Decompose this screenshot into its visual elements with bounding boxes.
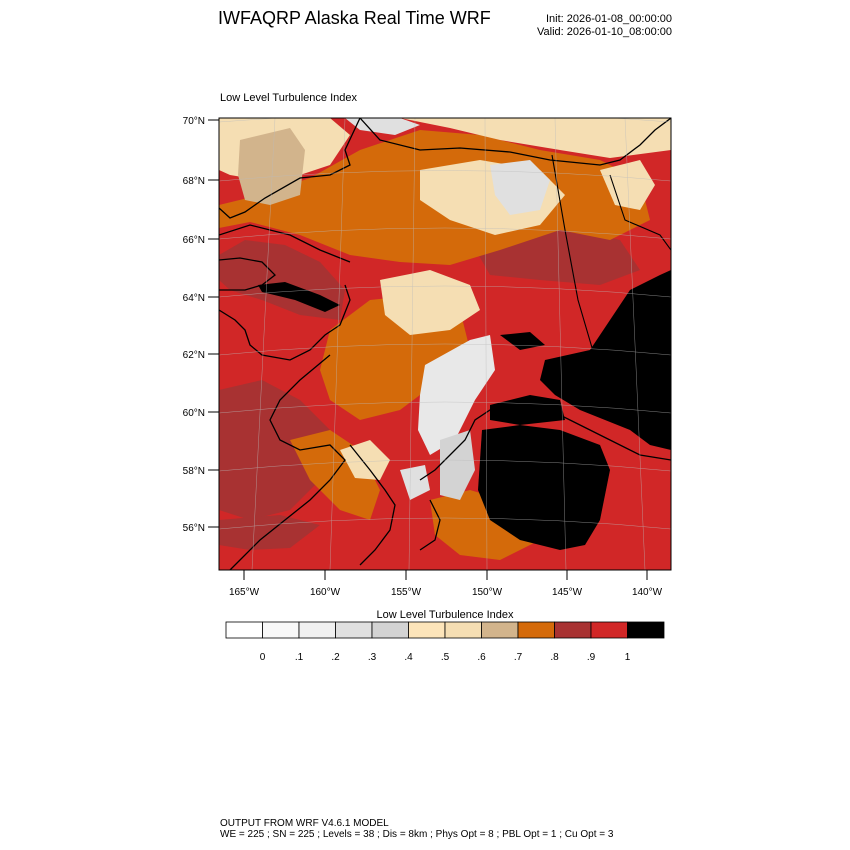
lon-label-145: 145°W xyxy=(552,587,583,598)
field-gray-aleutian-range xyxy=(400,465,430,500)
colorbar-label-3: .3 xyxy=(368,652,377,663)
lat-label-66: 66°N xyxy=(183,235,205,246)
field-black-southeast xyxy=(540,270,671,450)
init-time: Init: 2026-01-08_00:00:00 xyxy=(546,13,672,25)
lon-label-140: 140°W xyxy=(632,587,663,598)
lon-label-150: 150°W xyxy=(472,587,503,598)
page-title: IWFAQRP Alaska Real Time WRF xyxy=(218,8,491,28)
lat-label-58: 58°N xyxy=(183,466,205,477)
lon-ticks xyxy=(243,570,648,580)
colorbar-swatch-10 xyxy=(590,621,628,639)
colorbar-label-4: .4 xyxy=(404,652,413,663)
colorbar-swatch-6 xyxy=(444,621,482,639)
lat-label-64: 64°N xyxy=(183,293,205,304)
lon-label-165: 165°W xyxy=(229,587,260,598)
colorbar-label-6: .6 xyxy=(477,652,486,663)
colorbar-label-10: 1 xyxy=(625,652,631,663)
field-black-norton xyxy=(258,282,340,312)
graticule xyxy=(219,118,671,570)
colorbar-label-0: 0 xyxy=(260,652,266,663)
map-field xyxy=(219,118,671,570)
lat-labels: 70°N 68°N 66°N 64°N 62°N 60°N 58°N 56°N xyxy=(183,116,205,534)
lat-label-70: 70°N xyxy=(183,116,205,127)
field-wheat-northslope xyxy=(400,118,671,158)
coastlines xyxy=(219,118,671,570)
colorbar-swatch-11 xyxy=(627,621,665,639)
field-gray-kenai xyxy=(440,430,475,500)
colorbar-swatch-8 xyxy=(517,621,555,639)
colorbar-label-9: .9 xyxy=(587,652,596,663)
colorbar-label-7: .7 xyxy=(514,652,523,663)
footer-model-line: OUTPUT FROM WRF V4.6.1 MODEL xyxy=(220,818,389,829)
colorbar-labels: 0 .1 .2 .3 .4 .5 .6 .7 .8 .9 1 xyxy=(260,652,631,663)
footer-config-line: WE = 225 ; SN = 225 ; Levels = 38 ; Dis … xyxy=(220,829,614,840)
lon-labels: 165°W 160°W 155°W 150°W 145°W 140°W xyxy=(229,587,663,598)
colorbar-swatch-3 xyxy=(335,621,373,639)
field-wheat-ne xyxy=(600,160,655,210)
colorbar-swatch-1 xyxy=(262,621,300,639)
colorbar xyxy=(225,621,665,639)
colorbar-swatch-2 xyxy=(298,621,336,639)
lat-label-68: 68°N xyxy=(183,176,205,187)
colorbar-swatch-9 xyxy=(554,621,592,639)
lat-label-56: 56°N xyxy=(183,523,205,534)
lat-label-60: 60°N xyxy=(183,408,205,419)
field-gray-alaska-range xyxy=(418,335,495,455)
colorbar-swatch-0 xyxy=(225,621,263,639)
field-wheat-sw xyxy=(340,440,390,480)
field-tan-nw xyxy=(238,128,305,205)
lat-label-62: 62°N xyxy=(183,350,205,361)
colorbar-swatch-7 xyxy=(481,621,519,639)
colorbar-title: Low Level Turbulence Index xyxy=(376,609,514,621)
colorbar-swatch-5 xyxy=(408,621,446,639)
colorbar-label-2: .2 xyxy=(331,652,340,663)
field-black-prince-william xyxy=(490,395,565,425)
panel-title: Low Level Turbulence Index xyxy=(220,92,357,104)
colorbar-swatch-4 xyxy=(371,621,409,639)
lon-label-160: 160°W xyxy=(310,587,341,598)
field-gray-brooks xyxy=(490,160,550,215)
colorbar-label-1: .1 xyxy=(295,652,304,663)
map-frame xyxy=(218,117,672,571)
colorbar-label-8: .8 xyxy=(550,652,559,663)
lon-label-155: 155°W xyxy=(391,587,422,598)
political-borders xyxy=(551,154,671,421)
lat-ticks xyxy=(208,119,219,528)
colorbar-label-5: .5 xyxy=(441,652,450,663)
field-dark-red-sw xyxy=(219,380,330,520)
valid-time: Valid: 2026-01-10_08:00:00 xyxy=(537,26,672,38)
